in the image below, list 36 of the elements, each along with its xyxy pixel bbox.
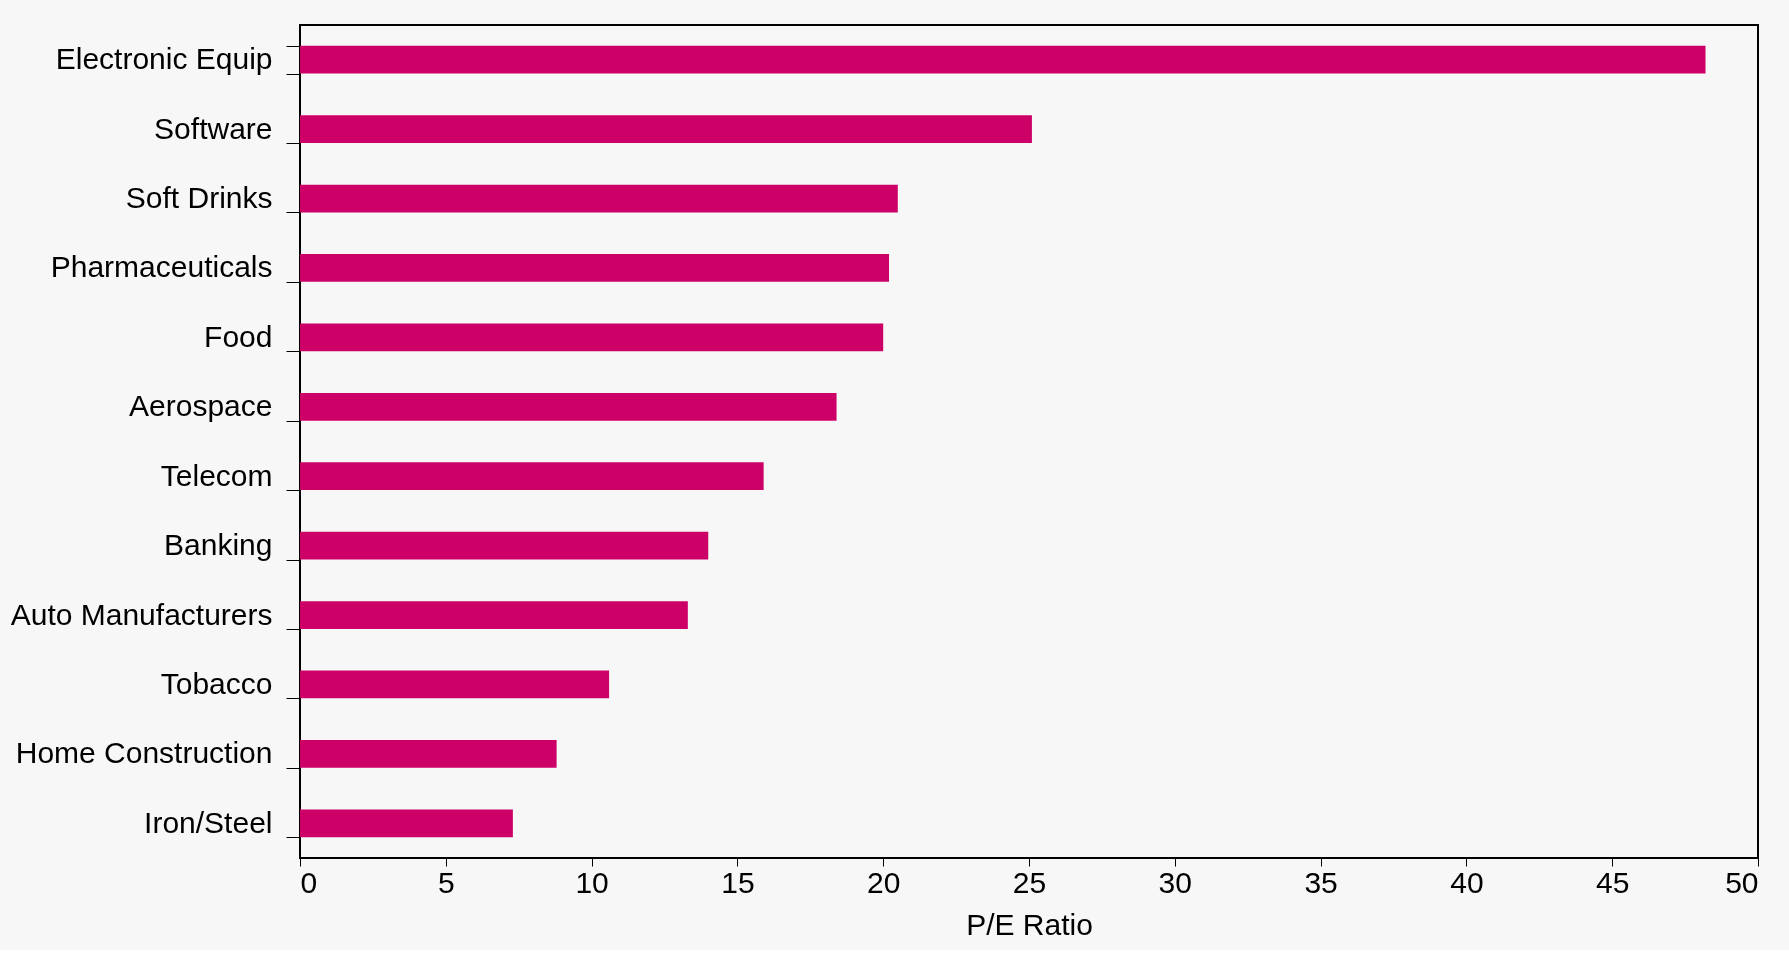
- bar: [300, 184, 898, 213]
- x-tick-label: 5: [437, 865, 455, 899]
- x-tick-label: 15: [721, 865, 755, 899]
- bar: [300, 809, 513, 838]
- y-tick-label: Banking: [164, 528, 273, 562]
- y-tick-label: Auto Manufacturers: [10, 597, 273, 631]
- x-tick-label: 45: [1596, 865, 1630, 899]
- bar: [300, 462, 764, 491]
- x-tick-label: 40: [1450, 865, 1484, 899]
- bar: [300, 45, 1706, 74]
- x-tick-label: 20: [867, 865, 901, 899]
- y-tick-label: Aerospace: [129, 389, 273, 423]
- y-tick-label: Food: [204, 319, 273, 353]
- y-tick-label: Home Construction: [15, 736, 273, 770]
- bar: [300, 670, 610, 699]
- y-tick-label: Soft Drinks: [125, 181, 273, 215]
- x-axis-title: P/E Ratio: [966, 907, 1093, 941]
- x-tick-label: 30: [1158, 865, 1192, 899]
- x-tick-label: 0: [300, 865, 318, 899]
- y-tick-label: Tobacco: [160, 666, 273, 700]
- bar: [300, 601, 688, 629]
- x-tick-label: 35: [1304, 865, 1338, 899]
- y-tick-label: Iron/Steel: [144, 805, 273, 839]
- y-tick-label: Software: [154, 111, 273, 145]
- bar: [300, 254, 890, 282]
- x-tick-label: 50: [1725, 865, 1759, 899]
- bar: [300, 115, 1032, 144]
- bar: [300, 739, 557, 768]
- bar: [300, 531, 709, 560]
- x-tick-label: 10: [575, 865, 609, 899]
- y-tick-label: Pharmaceuticals: [50, 250, 273, 284]
- bar: [300, 392, 837, 421]
- y-tick-label: Electronic Equip: [55, 42, 273, 76]
- bar: [300, 323, 884, 352]
- y-tick-label: Telecom: [160, 458, 273, 492]
- x-tick-label: 25: [1012, 865, 1047, 899]
